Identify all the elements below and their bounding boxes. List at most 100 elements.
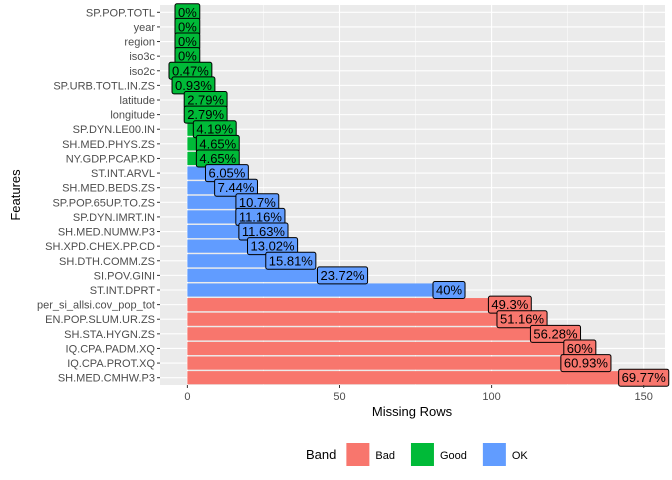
x-axis-title: Missing Rows: [372, 404, 453, 419]
x-axis: 0 50 100 150: [184, 385, 653, 403]
bar-data-label-box: [496, 310, 548, 329]
bar-data-label-text: 7.44%: [218, 180, 255, 195]
bar-data-label: 40%: [432, 281, 466, 299]
y-tick-label: per_si_allsi.cov_pop_tot: [37, 300, 155, 312]
bar-data-label-text: 10.7%: [239, 195, 276, 210]
bar: [187, 356, 586, 370]
bar-data-label-text: 11.16%: [239, 209, 283, 224]
y-tick-label: year: [134, 22, 156, 34]
bar-data-label-text: 0.93%: [175, 78, 212, 93]
bar: [187, 254, 291, 268]
y-tick-label: EN.POP.SLUM.UR.ZS: [45, 314, 155, 326]
y-tick-label: region: [124, 37, 155, 49]
bar: [187, 283, 450, 297]
bar: [187, 327, 556, 341]
y-tick-label: SH.MED.PHYS.ZS: [62, 139, 155, 151]
y-tick-label: latitude: [120, 95, 155, 107]
bar-data-label-box: [432, 281, 466, 299]
y-tick-label: iso2c: [129, 66, 155, 78]
bar: [187, 298, 510, 312]
y-tick-label: SH.MED.NUMW.P3: [58, 227, 155, 239]
y-tick-label: iso3c: [129, 51, 155, 63]
bar-data-label-text: 49.3%: [491, 297, 528, 312]
x-tick-label: 100: [482, 391, 500, 403]
y-tick-label: SP.URB.TOTL.IN.ZS: [53, 80, 155, 92]
bar-data-label: 7.44%: [214, 178, 258, 197]
bar-data-label-text: 60%: [567, 341, 593, 356]
legend: Band Bad Good OK: [306, 443, 528, 466]
bar-data-label: 11.63%: [238, 222, 289, 241]
bar-data-label: 2.79%: [183, 105, 228, 124]
bar-data-label-text: 2.79%: [187, 93, 224, 108]
bar-data-label: 0%: [174, 3, 201, 22]
x-tick-label: 50: [333, 391, 345, 403]
bar-data-label: 69.77%: [618, 368, 670, 387]
bar-data-label-text: 11.63%: [242, 224, 286, 239]
legend-label: OK: [512, 450, 529, 462]
bar-data-label: 60%: [563, 339, 597, 358]
bar-data-label: 0.47%: [168, 61, 213, 80]
legend-title: Band: [306, 447, 336, 462]
bar: [187, 268, 343, 282]
bar-data-label: 60.93%: [560, 354, 612, 373]
bar-data-label-text: 0%: [178, 34, 197, 49]
y-tick-label: NY.GDP.PCAP.KD: [66, 153, 155, 165]
bar-data-label: 15.81%: [265, 251, 317, 270]
bar-labels: 0%0%0%0%0.47%0.93%2.79%2.79%4.19%4.65%4.…: [168, 3, 670, 387]
bar-data-label-text: 0%: [178, 19, 197, 34]
y-tick-label: SH.MED.CMHW.P3: [58, 373, 155, 385]
bar-data-label-text: 51.16%: [500, 312, 545, 327]
x-tick-label: 0: [184, 391, 190, 403]
y-tick-label: ST.INT.ARVL: [91, 168, 155, 180]
bar-data-label: 49.3%: [487, 295, 532, 314]
y-tick-label: SP.DYN.LE00.IN: [73, 124, 155, 136]
y-tick-label: SH.STA.HYGN.ZS: [64, 329, 155, 341]
bar-data-label-text: 0%: [178, 5, 197, 20]
bar-data-label-box: [316, 266, 369, 285]
bar-data-label: 56.28%: [529, 324, 582, 343]
y-tick-label: ST.INT.DPRT: [90, 285, 155, 297]
bar-data-label-box: [560, 354, 612, 373]
bar-data-label: 0%: [174, 47, 201, 66]
bar: [187, 371, 644, 385]
y-tick-label: IQ.CPA.PROT.XQ: [67, 358, 155, 370]
bar: [187, 312, 523, 326]
bar-data-label-text: 4.65%: [199, 136, 236, 151]
legend-key: [346, 443, 370, 466]
x-tick-label: 150: [635, 391, 653, 403]
y-tick-label: SI.POV.GINI: [94, 270, 155, 282]
bar-data-label-text: 13.02%: [251, 239, 296, 254]
bar-data-label: 0%: [174, 17, 201, 36]
bar-data-label-box: [529, 324, 582, 343]
y-tick-label: SH.MED.BEDS.ZS: [62, 183, 155, 195]
bar-data-label-text: 69.77%: [622, 370, 667, 385]
bar-data-label-text: 23.72%: [320, 268, 365, 283]
bar-data-label: 4.19%: [192, 120, 237, 139]
y-tick-label: SH.DTH.COMM.ZS: [59, 256, 155, 268]
bar-data-label-text: 15.81%: [269, 253, 314, 268]
bar-data-label: 6.05%: [204, 164, 249, 183]
bar-data-label: 10.7%: [235, 193, 280, 212]
bar-data-label-text: 40%: [436, 283, 462, 298]
bar-data-label: 0.93%: [171, 76, 216, 95]
y-axis-title: Features: [8, 169, 23, 221]
bar-data-label-text: 60.93%: [564, 356, 609, 371]
bar-data-label-text: 4.19%: [196, 122, 233, 137]
bar-data-label-text: 6.05%: [208, 166, 245, 181]
legend-label: Good: [440, 450, 467, 462]
legend-key: [482, 443, 506, 466]
bar-data-label: 51.16%: [496, 310, 548, 329]
y-axis: SP.POP.TOTL year region iso3c iso2c SP.URB.TO…: [37, 7, 160, 385]
bar-data-label-text: 56.28%: [533, 326, 578, 341]
bar-data-label-text: 0.47%: [172, 63, 209, 78]
grid: [160, 5, 665, 385]
bar: [187, 341, 580, 356]
y-tick-label: SP.POP.65UP.TO.ZS: [52, 197, 155, 209]
bar-data-label-text: 2.79%: [187, 107, 224, 122]
bar-data-label: 23.72%: [316, 266, 369, 285]
bar-data-label: 2.79%: [183, 91, 228, 109]
y-tick-label: SH.XPD.CHEX.PP.CD: [45, 241, 155, 253]
y-tick-label: IQ.CPA.PADM.XQ: [66, 343, 156, 355]
bar-data-label-box: [265, 251, 317, 270]
